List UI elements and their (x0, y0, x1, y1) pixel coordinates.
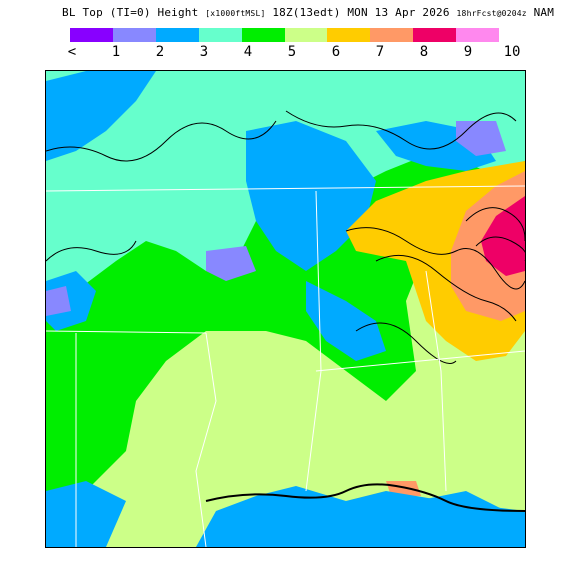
scale-label-6: 6 (331, 44, 341, 60)
coastal-water (196, 486, 525, 547)
field-blue-2c (306, 281, 386, 361)
scale-swatch-1 (112, 28, 156, 42)
scale-label-9: 9 (463, 44, 473, 60)
title-forecast: 18hrFcst@0204z (456, 9, 527, 18)
scale-label-0: < (67, 44, 77, 60)
title-units: [x1000ftMSL] (205, 9, 266, 18)
scale-label-3: 3 (199, 44, 209, 60)
field-purple-1c (46, 286, 71, 316)
scale-label-5: 5 (287, 44, 297, 60)
scale-swatch-4 (241, 28, 285, 42)
field-blue-2b (246, 121, 376, 271)
field-salmon-7b (386, 481, 421, 496)
scale-label-1: 1 (111, 44, 121, 60)
field-blue-2e (46, 271, 96, 331)
field-purple-1b (206, 246, 256, 281)
scale-label-10: 10 (503, 44, 521, 60)
coastline (205, 483, 525, 512)
title-valid-time: 18Z(13edt) MON 13 Apr 2026 (272, 6, 450, 19)
map-title: BL Top (TI=0) Height [x1000ftMSL] 18Z(13… (62, 6, 554, 19)
scale-swatch-8 (413, 28, 457, 42)
field-blue-2 (46, 71, 156, 161)
scale-swatch-5 (284, 28, 328, 42)
color-scale-bar (70, 28, 500, 42)
scale-label-8: 8 (419, 44, 429, 60)
color-scale-labels: <1 2 3 4 5 6 7 8 9 10 (62, 44, 522, 60)
field-purple-1 (456, 121, 506, 156)
scale-label-4: 4 (243, 44, 253, 60)
scale-label-2: 2 (155, 44, 165, 60)
forecast-map (45, 70, 526, 548)
field-blue-2f (46, 481, 126, 547)
scale-swatch-0 (70, 28, 113, 42)
scale-swatch-3 (198, 28, 242, 42)
scale-swatch-2 (155, 28, 199, 42)
title-field: BL Top (TI=0) Height (62, 6, 199, 19)
title-model: NAM (533, 6, 555, 19)
scale-swatch-6 (327, 28, 371, 42)
contour-lines (46, 110, 525, 364)
scale-swatch-7 (370, 28, 414, 42)
scale-label-7: 7 (375, 44, 385, 60)
map-field-svg (46, 71, 525, 547)
scale-swatch-9 (456, 28, 500, 42)
state-borders (46, 185, 525, 547)
